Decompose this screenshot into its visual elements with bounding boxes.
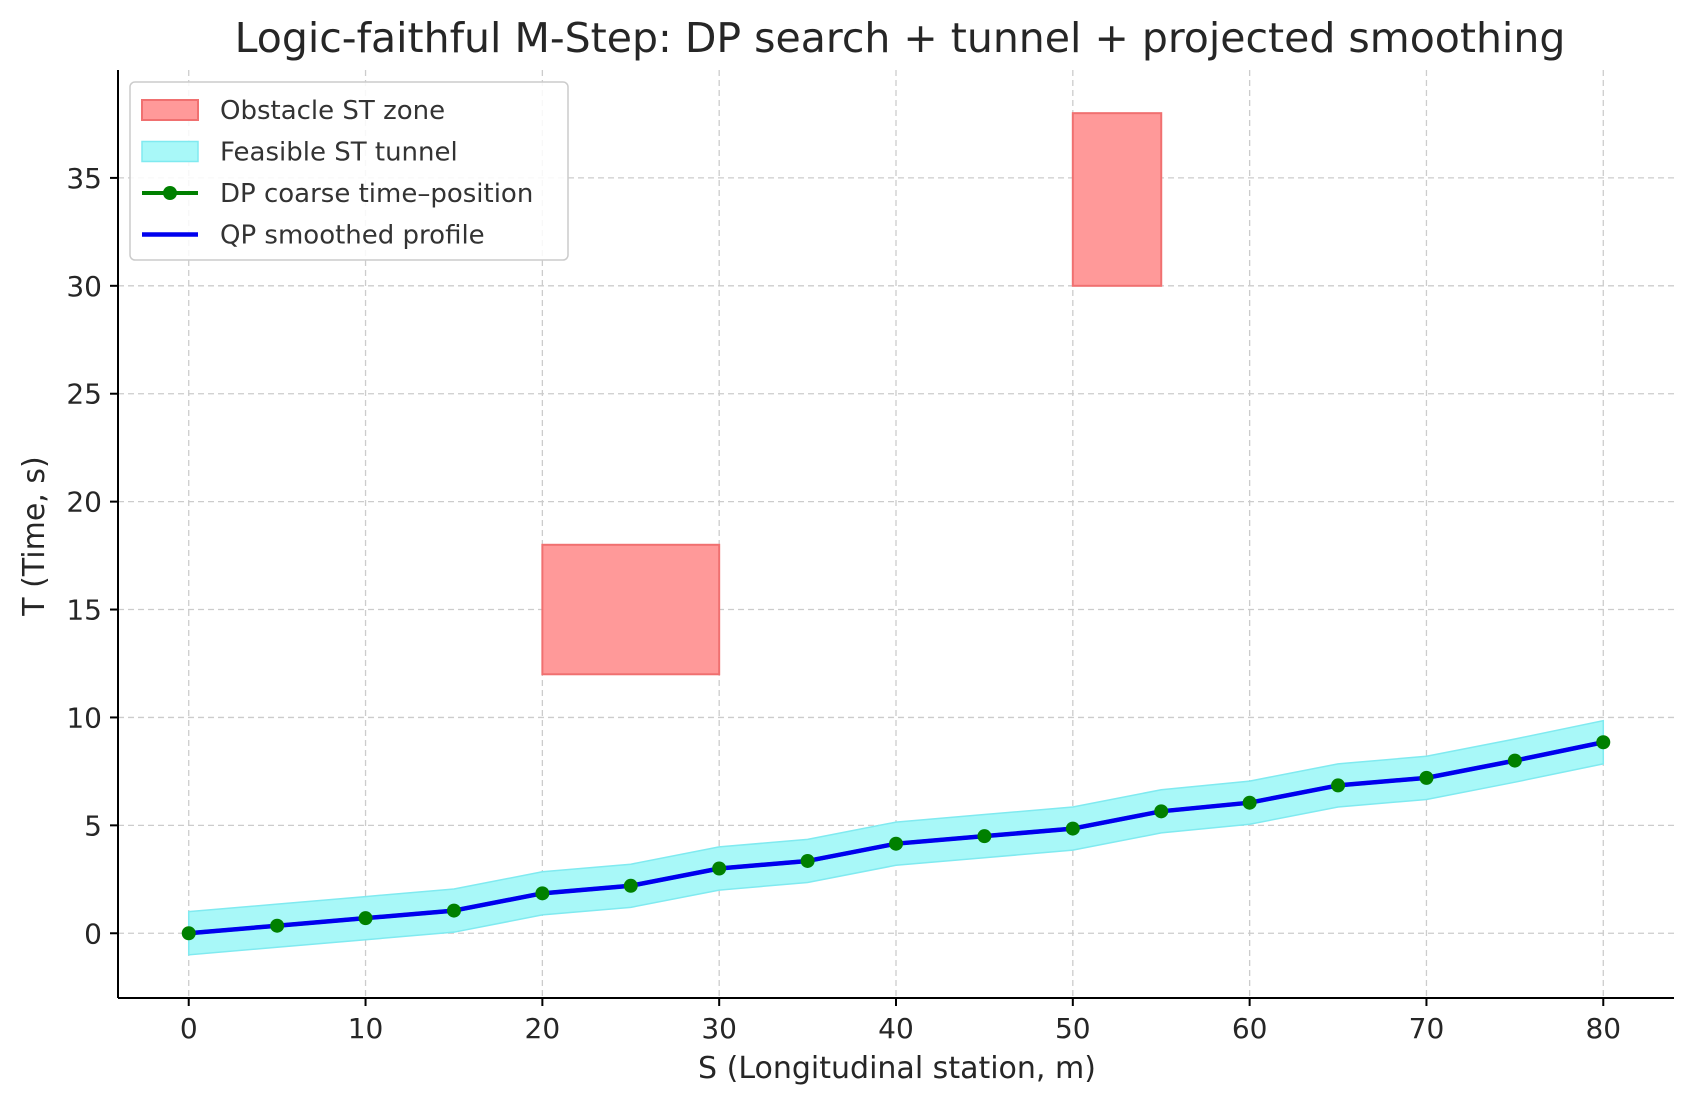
series [181, 735, 1611, 941]
dp-point [1242, 795, 1257, 810]
dp-point [1331, 778, 1346, 793]
dp-point [623, 878, 638, 893]
dp-point [1596, 735, 1611, 750]
dp-point [977, 829, 992, 844]
legend-swatch-obstacle [141, 99, 199, 121]
legend-swatch-dp-marker [163, 186, 177, 200]
dp-point [1507, 753, 1522, 768]
x-axis-label: S (Longitudinal station, m) [698, 1051, 1096, 1086]
dp-point [535, 886, 550, 901]
dp-point [800, 853, 815, 868]
dp-point [1154, 804, 1169, 819]
y-tick-label: 35 [66, 162, 102, 195]
ticks: 0 10 20 30 40 50 60 70 80 0 5 10 15 20 25 30 35 [66, 162, 1621, 1045]
y-tick-label: 5 [84, 809, 102, 842]
dp-point [181, 926, 196, 941]
legend-label: QP smoothed profile [220, 221, 485, 251]
y-tick-label: 0 [84, 917, 102, 950]
y-tick-label: 20 [66, 486, 102, 519]
obstacle-zone [541, 543, 721, 676]
y-axis-label: T (Time, s) [17, 456, 52, 616]
legend-box [129, 81, 569, 261]
dp-point [270, 918, 285, 933]
obstacles [541, 112, 1163, 676]
legend-label: DP coarse time–position [220, 179, 533, 209]
x-tick-label: 40 [878, 1012, 914, 1045]
dp-point [712, 861, 727, 876]
dp-point [446, 903, 461, 918]
x-tick-label: 0 [180, 1012, 198, 1045]
dp-point [1419, 770, 1434, 785]
y-tick-label: 30 [66, 270, 102, 303]
legend-label: Feasible ST tunnel [220, 138, 458, 168]
x-tick-label: 80 [1585, 1012, 1621, 1045]
x-tick-label: 10 [348, 1012, 384, 1045]
chart-title: Logic-faithful M-Step: DP search + tunne… [235, 14, 1566, 62]
x-tick-label: 50 [1055, 1012, 1091, 1045]
x-tick-label: 30 [701, 1012, 737, 1045]
legend-label: Obstacle ST zone [220, 96, 445, 126]
legend: Obstacle ST zone Feasible ST tunnel DP coa… [129, 81, 569, 261]
dp-point [889, 836, 903, 851]
dp-point [358, 911, 373, 926]
legend-swatch-tunnel [141, 140, 199, 163]
y-tick-label: 25 [66, 378, 102, 411]
x-tick-label: 20 [525, 1012, 561, 1045]
dp-point [1065, 821, 1080, 836]
y-tick-label: 10 [66, 701, 102, 734]
y-tick-label: 15 [66, 594, 102, 627]
obstacle-zone [1071, 112, 1163, 287]
x-tick-label: 70 [1409, 1012, 1445, 1045]
x-tick-label: 60 [1232, 1012, 1268, 1045]
